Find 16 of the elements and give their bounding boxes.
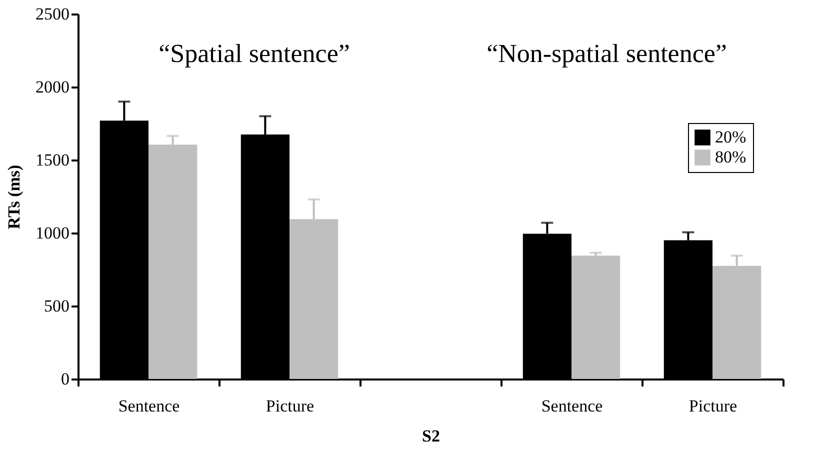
- x-axis-title: S2: [422, 426, 440, 446]
- y-axis-title: RTs (ms): [4, 164, 24, 230]
- x-tick-label: Picture: [266, 396, 314, 416]
- y-tick-label: 2500: [36, 4, 70, 24]
- x-tick-label: Picture: [688, 396, 738, 416]
- y-tick-label: 500: [44, 296, 70, 316]
- annotation: “Spatial sentence”: [158, 39, 350, 68]
- legend-label: 80%: [715, 148, 746, 166]
- y-tick-label: 0: [61, 370, 70, 388]
- annotation: “Non-spatial sentence”: [486, 39, 727, 68]
- y-tick-label: 1000: [36, 224, 70, 242]
- y-tick-label: 2000: [36, 78, 70, 96]
- x-tick-label: Sentence: [541, 396, 603, 416]
- legend-label: 20%: [715, 128, 746, 146]
- y-tick-label: 1500: [36, 150, 70, 170]
- x-tick-label: Sentence: [118, 396, 180, 416]
